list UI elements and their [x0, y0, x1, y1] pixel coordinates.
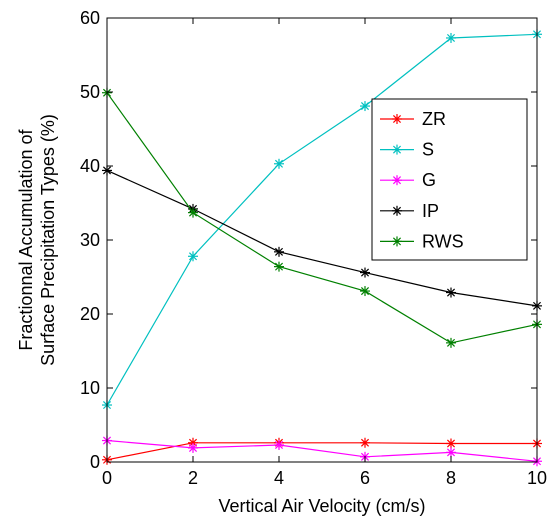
data-point-rws: [274, 261, 284, 272]
legend-item-s: S: [380, 140, 434, 160]
data-point-ip: [446, 287, 456, 298]
legend-marker-ip: [392, 205, 402, 216]
data-point-g: [446, 447, 456, 458]
legend-item-rws: RWS: [380, 231, 464, 251]
data-point-s: [274, 158, 284, 169]
x-tick-label: 10: [527, 468, 547, 488]
axis-ticks: 0 2 4 6 8 10 0 10 20 30 40 50 60: [80, 8, 547, 488]
y-axis-label-line-2: Surface Precipitation Types (%): [38, 114, 58, 366]
legend-label-ip: IP: [422, 201, 439, 221]
data-point-zr: [360, 437, 370, 448]
series-line-s: [106, 33, 538, 406]
legend-marker-zr: [392, 114, 402, 124]
series-line-zr: [106, 442, 537, 461]
data-point-s: [360, 101, 370, 112]
data-point-g: [188, 442, 198, 453]
data-point-rws: [360, 286, 370, 297]
y-tick-label: 40: [80, 156, 100, 176]
legend-label-rws: RWS: [422, 231, 464, 251]
x-axis-label: Vertical Air Velocity (cm/s): [218, 496, 425, 516]
legend: ZR SG IP RWS: [371, 98, 528, 261]
data-point-ip: [274, 246, 284, 257]
data-point-rws: [188, 207, 198, 218]
y-tick-label: 10: [80, 378, 100, 398]
legend-item-ip: IP: [380, 201, 439, 221]
legend-marker-s: [392, 144, 402, 155]
x-tick-label: 6: [360, 468, 370, 488]
legend-marker-rws: [392, 236, 402, 247]
x-tick-label: 0: [102, 468, 112, 488]
data-point-ip: [360, 267, 370, 278]
legend-item-g: G: [380, 170, 436, 190]
series-line-ip: [106, 169, 538, 307]
series-line-rws: [106, 92, 538, 344]
y-axis-label: Fractionnal Accumulation of Surface Prec…: [16, 114, 58, 366]
legend-label-zr: ZR: [422, 109, 446, 129]
data-point-s: [446, 32, 456, 43]
y-tick-label: 50: [80, 82, 100, 102]
y-tick-label: 60: [80, 8, 100, 28]
x-tick-label: 4: [274, 468, 284, 488]
series-line-g: [106, 439, 538, 462]
data-point-g: [274, 439, 284, 450]
y-tick-label: 20: [80, 304, 100, 324]
y-axis-label-line-1: Fractionnal Accumulation of: [16, 128, 36, 350]
data-point-s: [188, 251, 198, 262]
legend-label-g: G: [422, 170, 436, 190]
y-tick-label: 30: [80, 230, 100, 250]
y-tick-label: 0: [90, 452, 100, 472]
legend-item-zr: ZR: [380, 109, 446, 129]
legend-marker-g: [392, 175, 402, 186]
legend-label-s: S: [422, 140, 434, 160]
data-point-rws: [446, 337, 456, 348]
x-tick-label: 2: [188, 468, 198, 488]
data-point-zr: [446, 438, 456, 449]
x-tick-label: 8: [446, 468, 456, 488]
